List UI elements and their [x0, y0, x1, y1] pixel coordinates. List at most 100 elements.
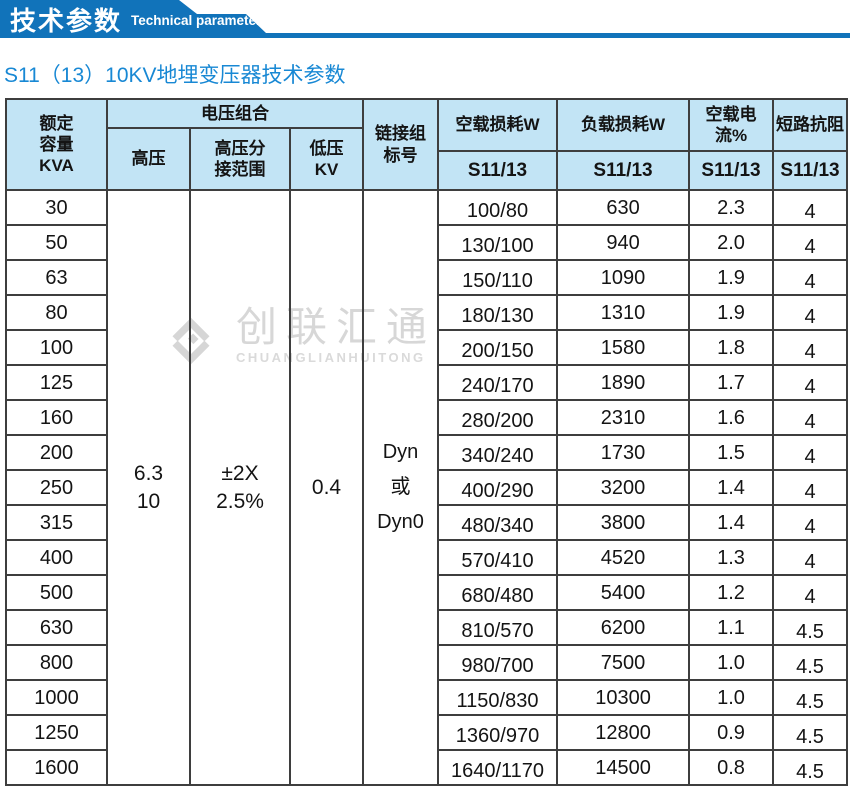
load-loss-cell: 1090 — [556, 259, 691, 296]
no-load-loss-cell: 240/170 — [437, 364, 559, 401]
no-load-loss-cell: 480/340 — [437, 504, 559, 541]
impedance-cell: 4.5 — [772, 679, 849, 716]
no-load-current-cell: 1.7 — [688, 364, 775, 401]
connection-value-cell: Dyn 或 Dyn0 — [362, 189, 440, 786]
load-loss-cell: 12800 — [556, 714, 691, 751]
no-load-current-cell: 1.3 — [688, 539, 775, 576]
table-row: 30 6.3 10 ±2X 2.5% 0.4 Dyn 或 Dyn0 100/80… — [5, 189, 849, 786]
parameter-table: 额定 容量 KVA 电压组合 链接组 标号 空载损耗W 负载损耗W 空载电流% … — [5, 98, 849, 786]
load-loss-cell: 14500 — [556, 749, 691, 786]
no-load-current-cell: 1.0 — [688, 644, 775, 681]
load-loss-cell: 2310 — [556, 399, 691, 436]
impedance-cell: 4 — [772, 364, 849, 401]
load-loss-cell: 5400 — [556, 574, 691, 611]
load-loss-cell: 1580 — [556, 329, 691, 366]
series-header-load-loss: S11/13 — [556, 150, 691, 191]
load-loss-cell: 10300 — [556, 679, 691, 716]
header-row-3: S11/13 S11/13 S11/13 S11/13 — [6, 150, 849, 191]
impedance-cell: 4 — [772, 469, 849, 506]
table-row: 500 680/480 5400 1.2 4 — [5, 574, 849, 611]
table-row: 200 340/240 1730 1.5 4 — [5, 434, 849, 471]
kva-cell: 1000 — [5, 679, 108, 716]
kva-cell: 50 — [5, 224, 108, 261]
impedance-cell: 4.5 — [772, 749, 849, 786]
kva-cell: 1250 — [5, 714, 108, 751]
kva-cell: 160 — [5, 399, 108, 436]
no-load-current-cell: 1.6 — [688, 399, 775, 436]
no-load-loss-cell: 810/570 — [437, 609, 559, 646]
kva-cell: 63 — [5, 259, 108, 296]
no-load-loss-cell: 280/200 — [437, 399, 559, 436]
no-load-loss-cell: 100/80 — [437, 189, 559, 226]
table-row: 100 200/150 1580 1.8 4 — [5, 329, 849, 366]
table-row: 630 810/570 6200 1.1 4.5 — [5, 609, 849, 646]
no-load-current-cell: 1.4 — [688, 469, 775, 506]
impedance-cell: 4.5 — [772, 644, 849, 681]
no-load-current-cell: 1.2 — [688, 574, 775, 611]
header-row-1: 额定 容量 KVA 电压组合 链接组 标号 空载损耗W 负载损耗W 空载电流% … — [5, 98, 849, 191]
no-load-loss-cell: 680/480 — [437, 574, 559, 611]
no-load-current-cell: 2.0 — [688, 224, 775, 261]
col-header-load-loss: 负载损耗W — [556, 98, 691, 152]
impedance-cell: 4.5 — [772, 714, 849, 751]
col-header-lv: 低压 KV — [288, 127, 365, 191]
impedance-cell: 4 — [772, 259, 849, 296]
no-load-loss-cell: 1360/970 — [437, 714, 559, 751]
table-row: 50 130/100 940 2.0 4 — [5, 224, 849, 261]
no-load-current-cell: 1.4 — [688, 504, 775, 541]
table-row: 160 280/200 2310 1.6 4 — [5, 399, 849, 436]
series-header-no-load-loss: S11/13 — [437, 150, 559, 191]
banner-title-cn: 技术参数 — [10, 6, 123, 36]
impedance-cell: 4 — [772, 329, 849, 366]
kva-cell: 100 — [5, 329, 108, 366]
kva-cell: 30 — [5, 189, 108, 226]
table-row: 250 400/290 3200 1.4 4 — [5, 469, 849, 506]
no-load-loss-cell: 180/130 — [437, 294, 559, 331]
load-loss-cell: 1310 — [556, 294, 691, 331]
kva-cell: 400 — [5, 539, 108, 576]
impedance-cell: 4 — [772, 504, 849, 541]
kva-cell: 200 — [5, 434, 108, 471]
load-loss-cell: 6200 — [556, 609, 691, 646]
no-load-current-cell: 1.5 — [688, 434, 775, 471]
impedance-cell: 4 — [772, 294, 849, 331]
table-row: 63 150/110 1090 1.9 4 — [5, 259, 849, 296]
load-loss-cell: 1890 — [556, 364, 691, 401]
table-row: 1000 1150/830 10300 1.0 4.5 — [5, 679, 849, 716]
hv-value-cell: 6.3 10 — [106, 189, 191, 786]
series-header-impedance: S11/13 — [772, 150, 849, 191]
table-row: 125 240/170 1890 1.7 4 — [5, 364, 849, 401]
no-load-loss-cell: 1640/1170 — [437, 749, 559, 786]
col-header-no-load-current: 空载电流% — [688, 98, 775, 152]
hv-tap-value-cell: ±2X 2.5% — [189, 189, 291, 786]
col-header-capacity: 额定 容量 KVA — [5, 98, 108, 191]
banner-stripe — [0, 33, 850, 38]
table-row: 400 570/410 4520 1.3 4 — [5, 539, 849, 576]
header-row-2: 高压 高压分 接范围 低压 KV — [6, 127, 847, 191]
impedance-cell: 4 — [772, 539, 849, 576]
load-loss-cell: 4520 — [556, 539, 691, 576]
lv-value-cell: 0.4 — [288, 189, 365, 786]
kva-cell: 1600 — [5, 749, 108, 786]
no-load-current-cell: 1.8 — [688, 329, 775, 366]
impedance-cell: 4 — [772, 224, 849, 261]
table-row: 80 180/130 1310 1.9 4 — [5, 294, 849, 331]
impedance-cell: 4 — [772, 189, 849, 226]
kva-cell: 800 — [5, 644, 108, 681]
no-load-loss-cell: 150/110 — [437, 259, 559, 296]
no-load-loss-cell: 340/240 — [437, 434, 559, 471]
no-load-current-cell: 1.9 — [688, 259, 775, 296]
kva-cell: 630 — [5, 609, 108, 646]
kva-cell: 80 — [5, 294, 108, 331]
load-loss-cell: 3200 — [556, 469, 691, 506]
kva-cell: 315 — [5, 504, 108, 541]
no-load-loss-cell: 400/290 — [437, 469, 559, 506]
no-load-loss-cell: 200/150 — [437, 329, 559, 366]
no-load-loss-cell: 130/100 — [437, 224, 559, 261]
no-load-current-cell: 1.1 — [688, 609, 775, 646]
col-header-no-load-loss: 空载损耗W — [437, 98, 559, 152]
load-loss-cell: 7500 — [556, 644, 691, 681]
no-load-current-cell: 1.0 — [688, 679, 775, 716]
no-load-current-cell: 2.3 — [688, 189, 775, 226]
banner-title-en: Technical parameter — [131, 13, 262, 28]
